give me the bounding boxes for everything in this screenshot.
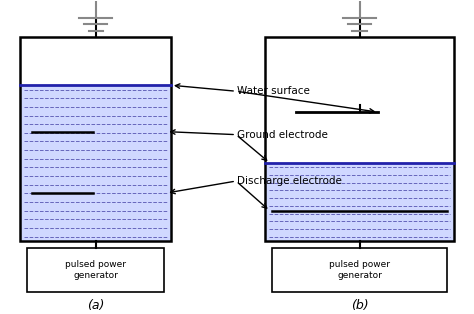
Bar [273, 248, 447, 292]
Text: (a): (a) [87, 299, 104, 312]
Bar [265, 37, 454, 241]
Text: pulsed power
generator: pulsed power generator [329, 260, 390, 280]
Bar [265, 163, 454, 241]
Text: (b): (b) [351, 299, 368, 312]
Bar [20, 85, 171, 241]
Text: Water surface: Water surface [237, 86, 310, 96]
Bar [20, 37, 171, 241]
Text: Ground electrode: Ground electrode [237, 130, 328, 140]
Text: pulsed power
generator: pulsed power generator [65, 260, 126, 280]
Bar [27, 248, 164, 292]
Text: Discharge electrode: Discharge electrode [237, 176, 342, 186]
